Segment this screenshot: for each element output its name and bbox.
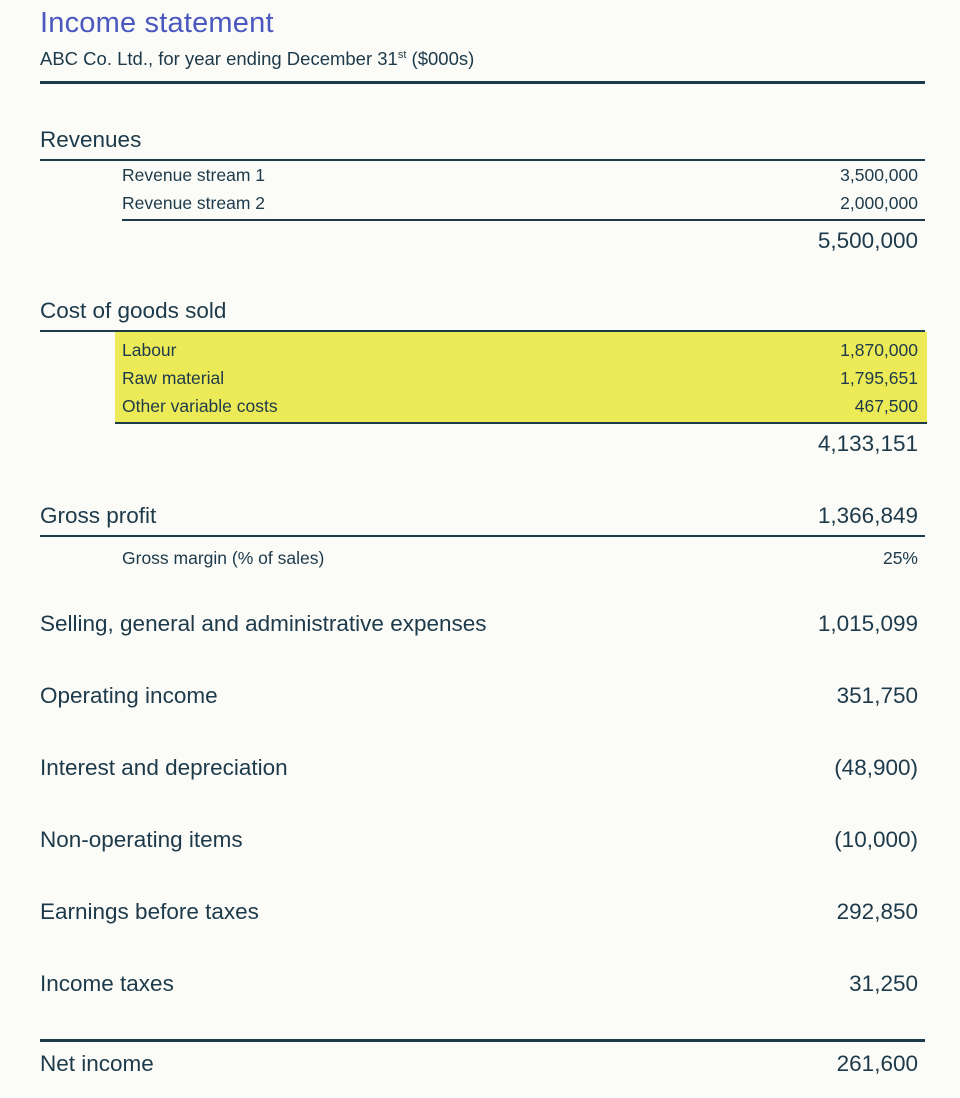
statement-row-value: 292,850: [836, 899, 918, 925]
gross-margin-row: Gross margin (% of sales) 25%: [40, 537, 925, 570]
operating-income-row: Operating income 351,750: [40, 682, 925, 710]
statement-row-value: 351,750: [836, 683, 918, 709]
income-taxes-row: Income taxes 31,250: [40, 970, 925, 998]
line-item-value: 3,500,000: [840, 165, 918, 186]
header-rule: [40, 81, 925, 85]
cogs-total-value: 4,133,151: [817, 431, 918, 457]
statement-row-label: Income taxes: [40, 971, 174, 997]
net-income-rule: [40, 1039, 925, 1043]
gross-margin-label: Gross margin (% of sales): [122, 548, 325, 569]
subtitle-units: ($000s): [406, 48, 475, 70]
cogs-total-row: 4,133,151: [40, 424, 925, 458]
line-item-label: Labour: [122, 340, 177, 361]
revenues-total-value: 5,500,000: [817, 228, 918, 254]
line-item-label: Revenue stream 1: [122, 165, 265, 186]
revenues-total-row: 5,500,000: [40, 221, 925, 255]
gross-margin-value: 25%: [882, 548, 918, 569]
revenue-stream-1-row: Revenue stream 1 3,500,000: [40, 161, 925, 189]
subtitle-text: ABC Co. Ltd., for year ending December 3…: [40, 48, 398, 70]
line-item-label: Revenue stream 2: [122, 193, 265, 214]
statement-row-label: Selling, general and administrative expe…: [40, 611, 487, 637]
raw-material-row: Raw material 1,795,651: [122, 364, 918, 392]
cogs-heading-rule: [40, 330, 925, 333]
line-item-value: 2,000,000: [840, 193, 918, 214]
statement-row-value: (48,900): [834, 755, 918, 781]
statement-row-value: 1,015,099: [817, 611, 918, 637]
line-item-label: Other variable costs: [122, 396, 278, 417]
statement-row-label: Interest and depreciation: [40, 755, 288, 781]
section-cost-of-goods-sold: Cost of goods sold Labour 1,870,000 Raw …: [40, 297, 927, 458]
statement-row-value: 31,250: [849, 971, 918, 997]
other-variable-costs-row: Other variable costs 467,500: [122, 392, 918, 420]
gross-profit-label: Gross profit: [40, 503, 157, 529]
line-item-label: Raw material: [122, 368, 225, 389]
revenues-heading: Revenues: [40, 127, 142, 153]
statement-row-label: Operating income: [40, 683, 218, 709]
ordinal-suffix: st: [397, 49, 407, 61]
statement-row-label: Earnings before taxes: [40, 899, 259, 925]
revenues-heading-rule: [40, 159, 925, 162]
net-income-row: Net income 261,600: [40, 1042, 925, 1078]
net-income-label: Net income: [40, 1051, 154, 1077]
non-operating-items-row: Non-operating items (10,000): [40, 826, 925, 854]
net-income-value: 261,600: [836, 1051, 918, 1077]
cogs-heading: Cost of goods sold: [40, 298, 227, 324]
earnings-before-taxes-row: Earnings before taxes 292,850: [40, 898, 925, 926]
statement-row-label: Non-operating items: [40, 827, 243, 853]
interest-depreciation-row: Interest and depreciation (48,900): [40, 754, 925, 782]
line-item-value: 467,500: [854, 396, 918, 417]
sgna-expenses-row: Selling, general and administrative expe…: [40, 610, 925, 638]
labour-row: Labour 1,870,000: [122, 336, 918, 364]
section-revenues: Revenues Revenue stream 1 3,500,000 Reve…: [40, 126, 925, 255]
line-item-value: 1,870,000: [840, 340, 918, 361]
gross-profit-value: 1,366,849: [817, 503, 918, 529]
cogs-highlight-block: Labour 1,870,000 Raw material 1,795,651 …: [115, 332, 927, 425]
gross-profit-row: Gross profit 1,366,849: [40, 502, 925, 530]
gross-profit-rule: [40, 535, 925, 538]
document-title: Income statement: [40, 7, 274, 39]
revenue-stream-2-row: Revenue stream 2 2,000,000: [40, 189, 925, 217]
revenues-subtotal-rule: [122, 219, 925, 222]
line-item-value: 1,795,651: [840, 368, 918, 389]
statement-row-value: (10,000): [834, 827, 918, 853]
document-subtitle: ABC Co. Ltd., for year ending December 3…: [40, 42, 925, 81]
